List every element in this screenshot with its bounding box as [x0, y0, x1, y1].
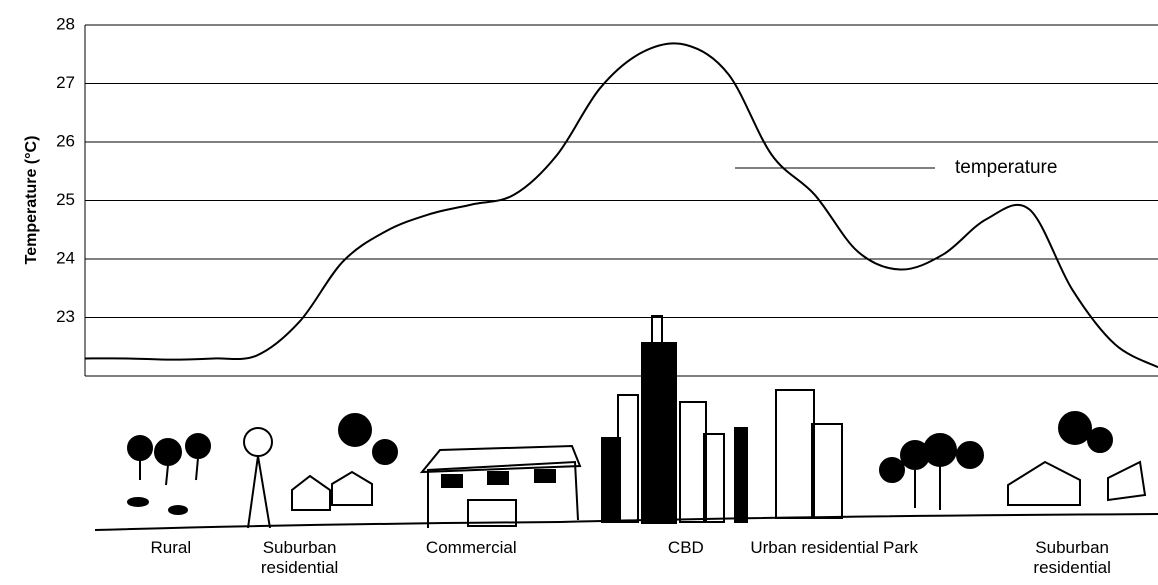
- y-tick-label: 23: [56, 307, 75, 326]
- line: [84, 42, 1158, 369]
- x-tick-label: Park: [882, 538, 918, 557]
- y-axis-label: Temperature (°C): [23, 136, 40, 265]
- x-tick-label: CBD: [667, 538, 704, 557]
- scenery: [94, 315, 1158, 531]
- x-tick-label: Suburban residential: [260, 538, 339, 577]
- x-tick-label: Commercial: [425, 538, 517, 557]
- y-tick-label: 28: [56, 14, 75, 33]
- legend-label: temperature: [955, 157, 1057, 178]
- x-tick-label: Suburban residential: [1033, 538, 1111, 577]
- y-tick-label: 25: [56, 190, 75, 209]
- y-tick-label: 26: [56, 131, 75, 150]
- x-tick-label: Rural: [150, 538, 192, 557]
- y-tick-label: 27: [56, 73, 75, 92]
- x-tick-label: Urban residential: [750, 538, 879, 557]
- y-tick-label: 24: [56, 248, 75, 267]
